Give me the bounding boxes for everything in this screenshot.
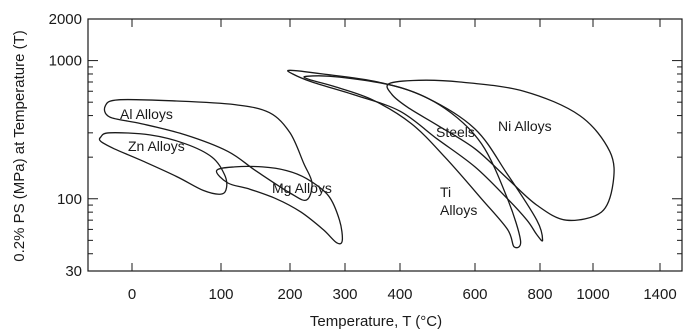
region-label-ni-alloys: Ni Alloys xyxy=(498,118,552,134)
region-al-alloys xyxy=(103,98,313,202)
x-axis-title: Temperature, T (°C) xyxy=(310,313,442,330)
y-axis-title: 0.2% PS (MPa) at Temperature (T) xyxy=(11,30,28,261)
y-tick-label: 30 xyxy=(65,263,82,280)
region-zn-alloys xyxy=(98,132,228,195)
region-steels xyxy=(287,69,544,242)
alloy-regions xyxy=(98,69,615,249)
y-tick-label: 2000 xyxy=(49,11,82,28)
region-ti-alloys xyxy=(303,75,522,249)
region-mg-alloys xyxy=(215,165,344,245)
region-ni-alloys xyxy=(386,79,615,222)
region-label-zn-alloys: Zn Alloys xyxy=(128,138,185,154)
x-tick-label: 1000 xyxy=(576,286,609,303)
x-tick-label: 800 xyxy=(527,286,552,303)
x-tick-label: 100 xyxy=(208,286,233,303)
region-label-mg-alloys: Mg Alloys xyxy=(272,180,332,196)
x-tick-label: 600 xyxy=(462,286,487,303)
plot-frame xyxy=(87,18,683,272)
y-tick-label: 100 xyxy=(57,191,82,208)
x-tick-label: 300 xyxy=(332,286,357,303)
x-tick-label: 400 xyxy=(387,286,412,303)
x-tick-label: 0 xyxy=(128,286,136,303)
x-axis-ticks: 0 100 200 300 400 600 800 1000 1400 xyxy=(128,19,677,303)
region-label-ti-alloys: Alloys xyxy=(440,202,477,218)
region-label-al-alloys: Al Alloys xyxy=(120,106,173,122)
region-label-steels: Steels xyxy=(436,124,475,140)
x-tick-label: 1400 xyxy=(643,286,676,303)
y-tick-label: 1000 xyxy=(49,53,82,70)
x-tick-label: 200 xyxy=(277,286,302,303)
y-axis-ticks: 30 100 1000 2000 xyxy=(49,11,682,280)
region-label-ti-alloys: Ti xyxy=(440,184,451,200)
region-labels: Al Alloys Zn Alloys Mg Alloys Steels Ti Alloy… xyxy=(120,106,552,218)
